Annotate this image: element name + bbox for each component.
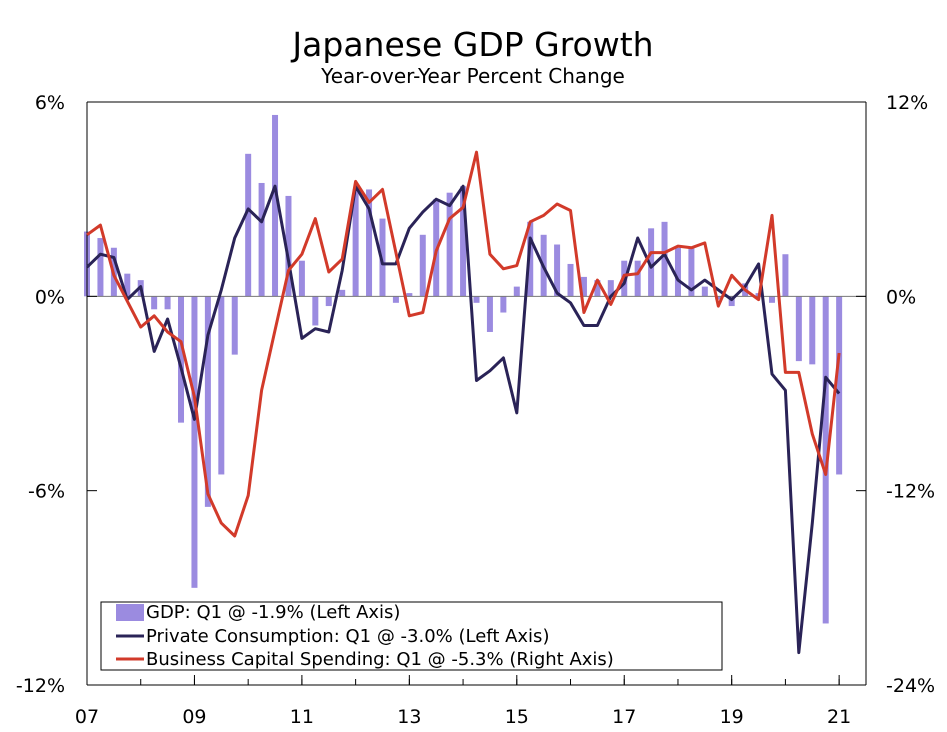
- right-tick-label: 0%: [886, 286, 916, 308]
- gdp-bar: [325, 296, 332, 307]
- left-tick-label: -6%: [28, 481, 65, 503]
- x-tick-label: 13: [397, 706, 421, 727]
- x-tick-label: 17: [612, 706, 636, 727]
- gdp-bar: [339, 289, 346, 297]
- x-tick-label: 15: [505, 706, 529, 727]
- gdp-bar: [836, 296, 843, 475]
- gdp-bar: [809, 296, 816, 365]
- chart-subtitle: Year-over-Year Percent Change: [320, 64, 625, 88]
- gdp-bar: [661, 221, 668, 297]
- gdp-bar: [245, 153, 252, 297]
- legend-swatch-gdp: [116, 604, 144, 621]
- capital-spending-line: [86, 150, 841, 538]
- gdp-bar: [446, 192, 453, 297]
- gdp-bar: [500, 296, 507, 313]
- gdp-bar: [795, 296, 802, 362]
- gdp-bar: [527, 221, 534, 297]
- gdp-bar: [768, 296, 775, 303]
- left-tick-label: 6%: [35, 92, 65, 114]
- gdp-bar: [580, 276, 587, 297]
- gdp-bar: [231, 296, 238, 355]
- gdp-bar: [406, 293, 413, 297]
- gdp-bar: [688, 247, 695, 297]
- x-tick-label: 21: [827, 706, 851, 727]
- gdp-bar: [298, 260, 305, 297]
- gdp-bar: [728, 296, 735, 307]
- legend-box: [100, 601, 723, 671]
- gdp-bar: [822, 296, 829, 624]
- left-tick-label: -12%: [16, 675, 65, 697]
- legend-label-consumption: Private Consumption: Q1 @ -3.0% (Left Ax…: [146, 626, 549, 647]
- gdp-bar: [567, 263, 574, 297]
- gdp-bar: [460, 186, 467, 297]
- gdp-bar: [513, 286, 520, 297]
- gdp-bar: [486, 296, 493, 332]
- gdp-bar: [366, 189, 373, 297]
- tick-labels: 6% 0% -6% -12% 12% 0% -12% -24% 07 09 11 13 15 17 19 21: [16, 92, 935, 728]
- gdp-bar: [674, 247, 681, 297]
- gdp-bar: [272, 114, 279, 297]
- axes: [86, 101, 867, 686]
- gdp-bar: [379, 218, 386, 297]
- gdp-bar: [392, 296, 399, 303]
- gdp-bar: [634, 260, 641, 297]
- gdp-bar: [164, 296, 171, 310]
- right-tick-label: -12%: [886, 481, 935, 503]
- gdp-bar: [715, 296, 722, 300]
- gdp-bar: [191, 296, 198, 588]
- right-tick-label: -24%: [886, 675, 935, 697]
- x-tick-label: 07: [75, 706, 99, 727]
- left-tick-label: 0%: [35, 286, 65, 308]
- gdp-bar: [782, 254, 789, 297]
- gdp-bar: [258, 182, 265, 297]
- gdp-bar: [312, 296, 319, 326]
- gdp-bar: [218, 296, 225, 475]
- legend-label-capex: Business Capital Spending: Q1 @ -5.3% (R…: [146, 649, 614, 670]
- gdp-bar: [419, 234, 426, 297]
- gdp-bar: [594, 280, 601, 297]
- gdp-bar: [97, 238, 104, 297]
- gdp-bar: [352, 189, 359, 297]
- gdp-bar: [473, 296, 480, 303]
- gdp-bar: [178, 296, 185, 423]
- gdp-bar: [124, 273, 131, 297]
- series-lines: [85, 150, 841, 655]
- gdp-bar: [701, 286, 708, 297]
- x-tick-label: 11: [290, 706, 314, 727]
- chart-title: Japanese GDP Growth: [290, 25, 653, 64]
- legend-label-gdp: GDP: Q1 @ -1.9% (Left Axis): [146, 602, 400, 623]
- x-tick-label: 19: [720, 706, 744, 727]
- legend: GDP: Q1 @ -1.9% (Left Axis) Private Cons…: [100, 601, 723, 671]
- gdp-bar: [285, 195, 292, 297]
- gdp-bar: [204, 296, 211, 507]
- gdp-bar: [554, 244, 561, 297]
- gdp-bar: [151, 296, 158, 310]
- right-tick-label: 12%: [886, 92, 928, 114]
- gdp-bar: [607, 280, 614, 297]
- gdp-bar: [648, 228, 655, 297]
- x-tick-label: 09: [182, 706, 206, 727]
